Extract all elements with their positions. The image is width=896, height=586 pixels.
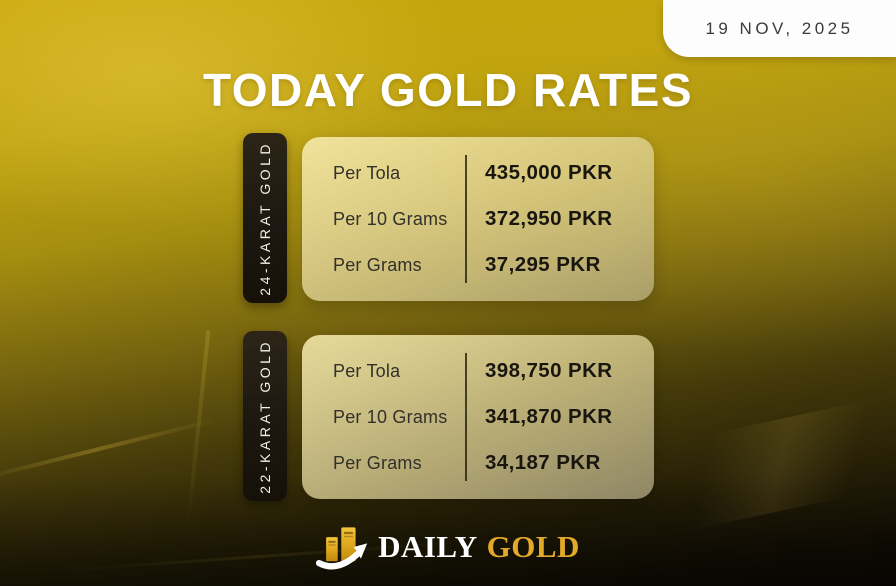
rate-row: Per Tola 398,750 PKR	[302, 351, 654, 391]
rate-label: Per Grams	[333, 254, 422, 275]
background-gold-bar-edge	[0, 417, 217, 483]
gold-bars-rising-arrow-icon	[316, 527, 368, 570]
date-badge: 19 NOV, 2025	[663, 0, 896, 57]
brand-logo: DAILY GOLD	[316, 522, 580, 572]
card-divider	[465, 353, 467, 481]
rate-label: Per 10 Grams	[333, 406, 448, 427]
rate-card-22-karat: Per Tola 398,750 PKR Per 10 Grams 341,87…	[302, 335, 654, 499]
rate-value: 37,295 PKR	[485, 253, 601, 276]
background-gold-bar-edge	[185, 330, 211, 530]
brand-name-gold: GOLD	[486, 529, 580, 564]
rate-value: 341,870 PKR	[485, 405, 613, 428]
rate-value: 34,187 PKR	[485, 451, 601, 474]
rate-row: Per Grams 37,295 PKR	[302, 245, 654, 285]
karat-badge-22: 22-KARAT GOLD	[243, 331, 287, 501]
rate-row: Per 10 Grams 341,870 PKR	[302, 397, 654, 437]
rate-row: Per Tola 435,000 PKR	[302, 153, 654, 193]
karat-badge-24-label: 24-KARAT GOLD	[257, 140, 273, 296]
rate-label: Per 10 Grams	[333, 208, 448, 229]
card-divider	[465, 155, 467, 283]
date-text: 19 NOV, 2025	[705, 18, 854, 38]
rate-label: Per Grams	[333, 452, 422, 473]
rate-label: Per Tola	[333, 360, 401, 381]
karat-badge-22-label: 22-KARAT GOLD	[257, 338, 273, 494]
rate-value: 372,950 PKR	[485, 207, 613, 230]
karat-badge-24: 24-KARAT GOLD	[243, 133, 287, 303]
rate-value: 398,750 PKR	[485, 359, 613, 382]
rate-value: 435,000 PKR	[485, 161, 613, 184]
brand-name: DAILY GOLD	[378, 529, 580, 565]
rate-row: Per 10 Grams 372,950 PKR	[302, 199, 654, 239]
brand-name-daily: DAILY	[378, 529, 478, 564]
page-title: TODAY GOLD RATES	[202, 64, 694, 116]
rate-row: Per Grams 34,187 PKR	[302, 443, 654, 483]
rate-card-24-karat: Per Tola 435,000 PKR Per 10 Grams 372,95…	[302, 137, 654, 301]
rate-label: Per Tola	[333, 162, 401, 183]
